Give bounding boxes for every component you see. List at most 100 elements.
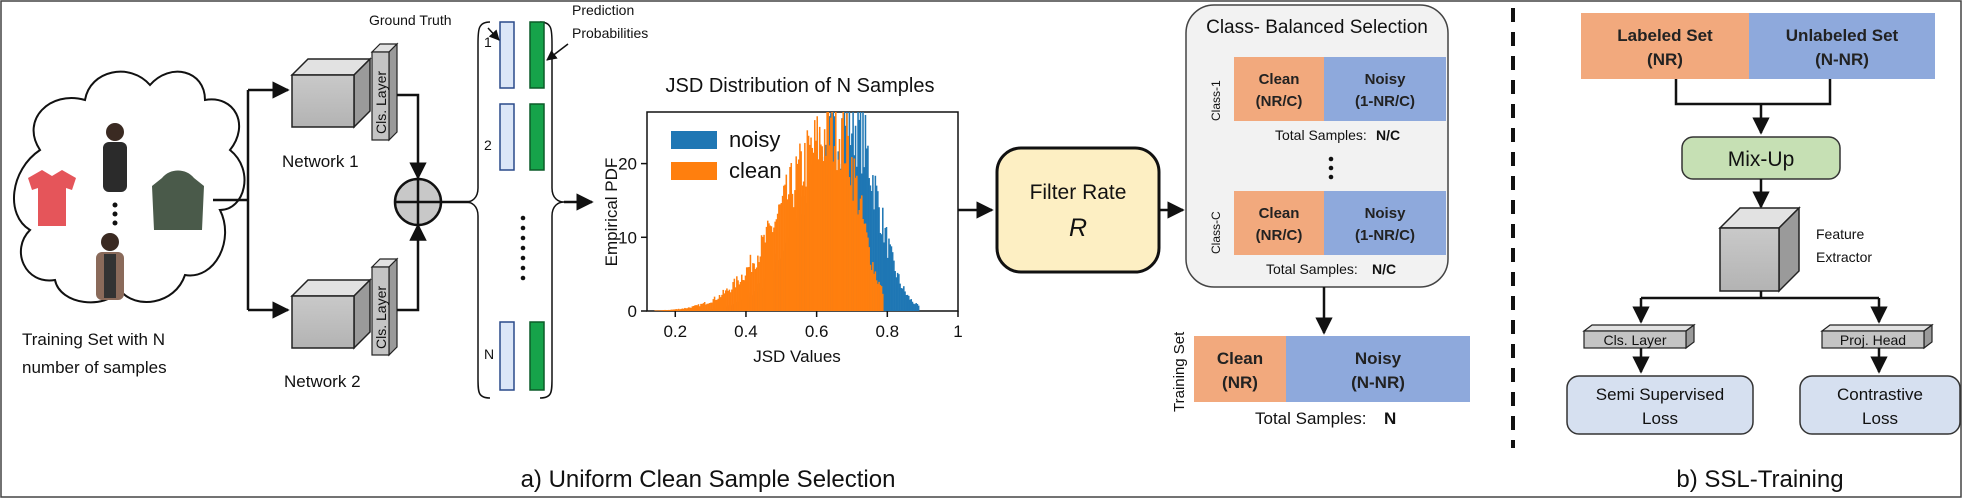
cls-layer-label: Cls. Layer xyxy=(373,286,389,349)
prediction-label-line1: Prediction xyxy=(572,2,634,18)
semi-loss-line1: Semi Supervised xyxy=(1596,385,1725,404)
train-total-prefix: Total Samples: xyxy=(1255,409,1367,428)
ellipsis-dot xyxy=(113,221,118,226)
class-c-clean: Clean xyxy=(1259,205,1300,222)
network-1-label: Network 1 xyxy=(282,152,359,171)
histogram-bar-noisy xyxy=(918,306,920,311)
class-c-label: Class-C xyxy=(1209,211,1223,254)
index-n: N xyxy=(484,346,494,362)
chart-title: JSD Distribution of N Samples xyxy=(666,75,935,97)
ellipsis-dot xyxy=(113,212,118,217)
class-c-total-value: N/C xyxy=(1372,261,1396,277)
feature-label-line2: Extractor xyxy=(1816,249,1872,265)
proj-head-label: Proj. Head xyxy=(1840,332,1906,348)
arrow xyxy=(397,225,418,310)
arrow xyxy=(547,44,568,60)
training-set-line2: number of samples xyxy=(22,358,167,377)
bracket-left xyxy=(466,22,490,398)
class-c-noisy-sub: (1-NR/C) xyxy=(1355,227,1415,244)
class-1-total-prefix: Total Samples: xyxy=(1275,127,1367,143)
training-set-vertical-label: Training Set xyxy=(1171,331,1188,412)
labeled-set-sub: (NR) xyxy=(1647,50,1683,69)
index-1: 1 xyxy=(484,34,492,50)
unlabeled-set: Unlabeled Set xyxy=(1786,26,1899,45)
vertical-ellipsis xyxy=(521,216,526,281)
unlabeled-set-sub: (N-NR) xyxy=(1815,50,1869,69)
cls-layer-2: Cls. Layer xyxy=(372,259,397,355)
class-1-label: Class-1 xyxy=(1209,80,1223,121)
connector-line xyxy=(1676,79,1830,104)
legend-label-noisy: noisy xyxy=(729,127,780,152)
histogram-bar-clean xyxy=(882,294,884,311)
x-tick-label: 0.2 xyxy=(663,322,687,341)
training-set-line1: Training Set with N xyxy=(22,330,165,349)
contrastive-loss-box: Contrastive Loss xyxy=(1800,376,1960,434)
legend-swatch-noisy xyxy=(671,131,717,149)
train-clean-cell xyxy=(1194,336,1286,402)
class-1-clean-sub: (NR/C) xyxy=(1256,93,1303,110)
contrastive-loss-line2: Loss xyxy=(1862,409,1898,428)
legend-swatch-clean xyxy=(671,162,717,180)
x-axis-label: JSD Values xyxy=(753,347,841,366)
class-c-clean-sub: (NR/C) xyxy=(1256,227,1303,244)
gt-bar-1 xyxy=(500,22,514,88)
panel-b-caption: b) SSL-Training xyxy=(1676,466,1843,493)
feature-label-line1: Feature xyxy=(1816,226,1864,242)
class-balanced-title: Class- Balanced Selection xyxy=(1206,17,1428,38)
training-set-cloud xyxy=(14,72,244,303)
y-axis-label: Empirical PDF xyxy=(602,158,621,267)
train-noisy: Noisy xyxy=(1355,349,1402,368)
class-balanced-panel: Class- Balanced Selection Class-1 Clean … xyxy=(1186,5,1448,287)
train-noisy-cell xyxy=(1286,336,1470,402)
feature-extractor-cube xyxy=(1720,208,1799,291)
pred-bar-2 xyxy=(530,104,544,170)
gt-bar-2 xyxy=(500,104,514,170)
class-1-total-value: N/C xyxy=(1376,127,1400,143)
arrow xyxy=(397,95,418,178)
class-1-noisy: Noisy xyxy=(1365,71,1407,88)
pred-bar-1 xyxy=(530,22,544,88)
ellipsis-dot xyxy=(113,203,118,208)
class-1-clean-cell xyxy=(1234,57,1324,121)
person-icon xyxy=(103,123,127,192)
mixup-label: Mix-Up xyxy=(1728,148,1795,171)
prediction-label-line2: Probabilities xyxy=(572,25,648,41)
class-c-clean-cell xyxy=(1234,191,1324,255)
panel-b: Labeled Set (NR) Unlabeled Set (N-NR) Mi… xyxy=(1567,13,1960,493)
proj-head: Proj. Head xyxy=(1822,325,1932,348)
panel-a-caption: a) Uniform Clean Sample Selection xyxy=(521,466,896,493)
pred-bar-n xyxy=(530,322,544,390)
cls-layer-label: Cls. Layer xyxy=(373,71,389,134)
network-2-cube xyxy=(292,280,370,348)
x-tick-label: 0.4 xyxy=(734,322,758,341)
network-1-cube xyxy=(292,59,370,127)
index-2: 2 xyxy=(484,137,492,153)
class-c-noisy-cell xyxy=(1324,191,1446,255)
class-c-noisy: Noisy xyxy=(1365,205,1407,222)
filter-rate-symbol: R xyxy=(1069,214,1087,242)
train-clean: Clean xyxy=(1217,349,1263,368)
filter-rate-label: Filter Rate xyxy=(1030,181,1127,204)
x-tick-label: 0.8 xyxy=(875,322,899,341)
class-c-total-prefix: Total Samples: xyxy=(1266,261,1358,277)
cls-layer-1: Cls. Layer xyxy=(372,44,397,140)
x-tick-label: 1 xyxy=(953,322,962,341)
semi-loss-line2: Loss xyxy=(1642,409,1678,428)
ground-truth-label: Ground Truth xyxy=(369,12,452,28)
panel-a: Training Set with N number of samples Ne… xyxy=(14,2,1470,493)
contrastive-loss-line1: Contrastive xyxy=(1837,385,1923,404)
train-total-value: N xyxy=(1384,409,1396,428)
labeled-set: Labeled Set xyxy=(1617,26,1713,45)
cls-layer-b: Cls. Layer xyxy=(1584,325,1694,348)
labeled-set-cell xyxy=(1581,13,1749,79)
mixup-box: Mix-Up xyxy=(1682,137,1840,179)
semi-supervised-loss-box: Semi Supervised Loss xyxy=(1567,376,1753,434)
class-1-clean: Clean xyxy=(1259,71,1300,88)
sum-node xyxy=(395,179,441,225)
class-1-noisy-cell xyxy=(1324,57,1446,121)
class-ellipsis xyxy=(1329,157,1334,180)
